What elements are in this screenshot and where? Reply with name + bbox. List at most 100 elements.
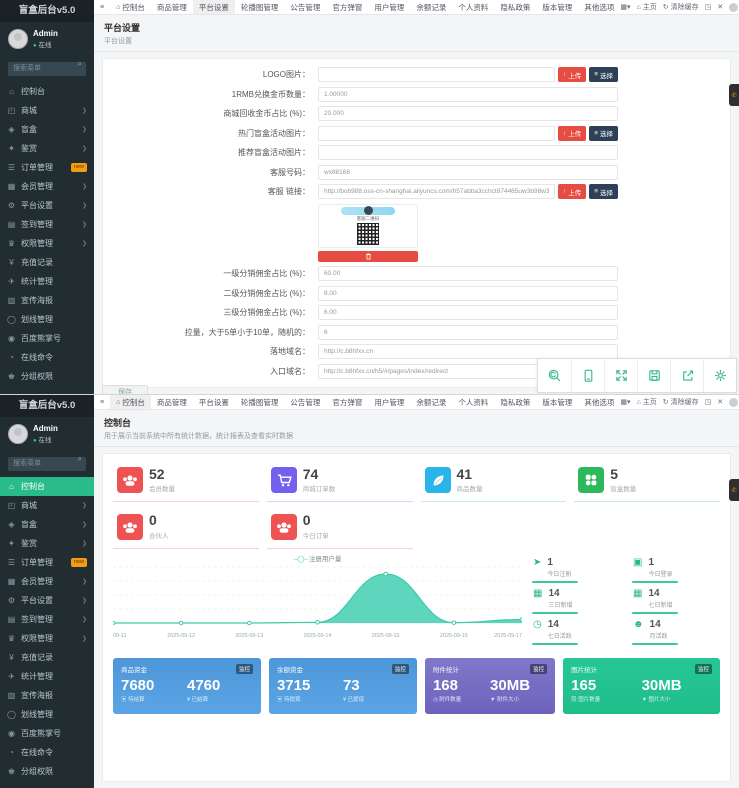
mini-stat-2[interactable]: ▣ 1 今日登录 xyxy=(632,557,720,583)
nav-menu-toggle[interactable]: ≡ xyxy=(94,395,110,409)
floating-widget[interactable]: ✆ xyxy=(729,84,739,106)
nav-tab-1[interactable]: ⌂ 控制台 xyxy=(110,395,151,409)
field-input-12[interactable] xyxy=(318,344,618,359)
sidebar-item-14[interactable]: ◉ 百度熊掌号 xyxy=(0,329,94,348)
sidebar-item-1[interactable]: ⌂ 控制台 xyxy=(0,82,94,101)
nav-tab-4[interactable]: 轮播图管理 xyxy=(235,0,285,14)
stat-card-5[interactable]: 0 合伙人 xyxy=(113,508,259,549)
mini-stat-5[interactable]: ◷ 14 七日活跃 xyxy=(532,619,620,645)
nav-tab-2[interactable]: 商品管理 xyxy=(151,0,193,14)
toolbar-expand-icon[interactable] xyxy=(604,359,637,392)
nav-tab-3[interactable]: 平台设置 xyxy=(193,395,235,409)
nav-tab-10[interactable]: 隐私政策 xyxy=(494,395,536,409)
sidebar-item-12[interactable]: ▧ 宣传海报 xyxy=(0,291,94,310)
mini-stat-4[interactable]: ▦ 14 七日新增 xyxy=(632,588,720,614)
sidebar-item-2[interactable]: ◰ 商城 ❯ xyxy=(0,496,94,515)
sidebar-item-4[interactable]: ✦ 鉴赏 ❯ xyxy=(0,139,94,158)
sidebar-item-15[interactable]: ◔ 在线命令 xyxy=(0,348,94,367)
field-input-4[interactable] xyxy=(318,125,555,141)
nav-tab-8[interactable]: 余额记录 xyxy=(410,395,452,409)
window-icon[interactable]: ◳ xyxy=(704,4,712,11)
gradient-card-3[interactable]: 附件统计 监控 168 ◷ 附件数量 30MB ▼ 附件大小 xyxy=(424,657,556,714)
avatar[interactable] xyxy=(729,2,739,12)
nav-tab-9[interactable]: 个人资料 xyxy=(452,0,494,14)
upload-button[interactable]: ↑ 上传 xyxy=(557,184,587,199)
nav-tab-5[interactable]: 公告管理 xyxy=(284,0,326,14)
window-icon[interactable]: ◳ xyxy=(704,399,712,406)
sidebar-item-13[interactable]: ◯ 划线管理 xyxy=(0,310,94,329)
upload-button[interactable]: ↑ 上传 xyxy=(557,125,587,141)
gradient-card-4[interactable]: 图片统计 监控 165 ▧ 图片数量 30MB ▼ 图片大小 xyxy=(563,657,720,714)
sidebar-item-11[interactable]: ✈ 统计管理 xyxy=(0,667,94,686)
sidebar-item-7[interactable]: ⚙ 平台设置 ❯ xyxy=(0,591,94,610)
sidebar-item-7[interactable]: ⚙ 平台设置 ❯ xyxy=(0,196,94,215)
sidebar-item-14[interactable]: ◉ 百度熊掌号 xyxy=(0,724,94,743)
close-icon[interactable]: ✕ xyxy=(717,399,724,406)
field-input-1[interactable] xyxy=(318,67,555,82)
nav-tab-11[interactable]: 版本管理 xyxy=(536,395,578,409)
toolbar-save-icon[interactable] xyxy=(637,359,670,392)
stat-card-2[interactable]: 74 商城订单数 xyxy=(266,462,413,503)
nav-tab-1[interactable]: ⌂ 控制台 xyxy=(110,0,151,14)
field-input-7[interactable] xyxy=(318,184,555,199)
nav-tab-11[interactable]: 版本管理 xyxy=(536,0,578,14)
nav-tab-9[interactable]: 个人资料 xyxy=(452,395,494,409)
nav-tab-12[interactable]: 其他选项 xyxy=(578,0,620,14)
field-input-8[interactable] xyxy=(318,266,618,281)
choose-button[interactable]: ≡ 选择 xyxy=(589,184,618,199)
avatar[interactable] xyxy=(729,397,739,407)
mini-stat-6[interactable]: ☻ 14 月活跃 xyxy=(632,619,720,645)
toolbar-settings-icon[interactable] xyxy=(703,359,736,392)
nav-tab-6[interactable]: 官方弹窗 xyxy=(326,0,368,14)
sidebar-item-4[interactable]: ✦ 鉴赏 ❯ xyxy=(0,534,94,553)
sidebar-item-3[interactable]: ◈ 盲盒 ❯ xyxy=(0,515,94,534)
search-input[interactable] xyxy=(8,456,86,471)
field-input-6[interactable] xyxy=(318,164,618,180)
upload-button[interactable]: ↑ 上传 xyxy=(557,67,587,82)
sidebar-item-16[interactable]: ♚ 分组权限 xyxy=(0,367,94,386)
nav-tab-2[interactable]: 商品管理 xyxy=(151,395,193,409)
sidebar-item-10[interactable]: ¥ 充值记录 xyxy=(0,648,94,667)
gradient-card-1[interactable]: 商品资金 监控 7680 ▣ 待结算 4760 ¥ 已结算 xyxy=(113,657,261,714)
field-input-3[interactable] xyxy=(318,106,618,121)
stat-card-6[interactable]: 0 今日订单 xyxy=(266,508,413,549)
nav-tab-7[interactable]: 用户管理 xyxy=(368,395,410,409)
sidebar-item-10[interactable]: ¥ 充值记录 xyxy=(0,253,94,272)
floating-widget[interactable]: ✆ xyxy=(729,479,739,501)
stat-card-4[interactable]: 5 盲盒数量 xyxy=(574,462,720,503)
mini-stat-3[interactable]: ▦ 14 三日新增 xyxy=(532,588,620,614)
nav-tab-12[interactable]: 其他选项 xyxy=(578,395,620,409)
nav-tab-4[interactable]: 轮播图管理 xyxy=(235,395,285,409)
clear-cache-button[interactable]: ↻ 清除缓存 xyxy=(663,397,699,407)
home-link[interactable]: ⌂ 主页 xyxy=(636,397,656,407)
save-button[interactable]: 保存 xyxy=(102,385,148,394)
nav-menu-toggle[interactable]: ≡ xyxy=(94,0,110,14)
close-icon[interactable]: ✕ xyxy=(717,4,724,11)
stat-card-1[interactable]: 52 会员数量 xyxy=(113,462,259,503)
sidebar-item-12[interactable]: ▧ 宣传海报 xyxy=(0,686,94,705)
layout-icon[interactable]: ▦▾ xyxy=(620,399,631,406)
search-input[interactable] xyxy=(8,61,86,76)
field-input-9[interactable] xyxy=(318,285,618,301)
sidebar-item-8[interactable]: ▤ 签到管理 ❯ xyxy=(0,610,94,629)
nav-tab-6[interactable]: 官方弹窗 xyxy=(326,395,368,409)
sidebar-item-5[interactable]: ☰ 订单管理 new xyxy=(0,158,94,177)
sidebar-item-9[interactable]: ♛ 权限管理 ❯ xyxy=(0,629,94,648)
field-input-10[interactable] xyxy=(318,305,618,320)
sidebar-item-8[interactable]: ▤ 签到管理 ❯ xyxy=(0,215,94,234)
sidebar-item-2[interactable]: ◰ 商城 ❯ xyxy=(0,101,94,120)
delete-qr-button[interactable] xyxy=(318,250,418,262)
sidebar-item-11[interactable]: ✈ 统计管理 xyxy=(0,272,94,291)
sidebar-item-16[interactable]: ♚ 分组权限 xyxy=(0,762,94,781)
nav-tab-7[interactable]: 用户管理 xyxy=(368,0,410,14)
field-input-5[interactable] xyxy=(318,145,618,160)
layout-icon[interactable]: ▦▾ xyxy=(620,4,631,11)
sidebar-item-3[interactable]: ◈ 盲盒 ❯ xyxy=(0,120,94,139)
avatar[interactable] xyxy=(8,424,28,445)
avatar[interactable] xyxy=(8,29,28,50)
field-input-2[interactable] xyxy=(318,86,618,102)
nav-tab-10[interactable]: 隐私政策 xyxy=(494,0,536,14)
toolbar-share-icon[interactable] xyxy=(670,359,703,392)
sidebar-item-5[interactable]: ☰ 订单管理 new xyxy=(0,553,94,572)
sidebar-item-6[interactable]: ▦ 会员管理 ❯ xyxy=(0,177,94,196)
